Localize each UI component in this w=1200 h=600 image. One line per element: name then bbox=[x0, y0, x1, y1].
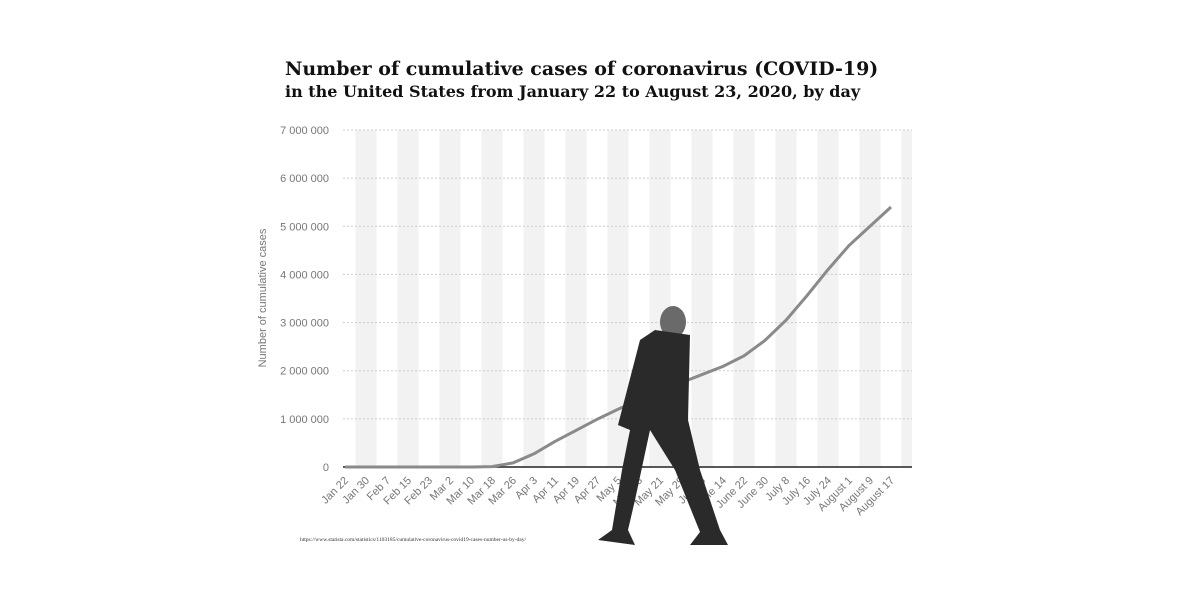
stripe bbox=[691, 130, 713, 467]
person-silhouette bbox=[598, 306, 728, 545]
stripe bbox=[565, 130, 587, 467]
chart-subtitle: in the United States from January 22 to … bbox=[285, 82, 861, 101]
y-axis-label: Number of cumulative cases bbox=[257, 228, 269, 367]
stripe bbox=[397, 130, 419, 467]
plot-area: 0 1 000 000 2 000 000 3 000 000 4 000 000 5 0… bbox=[280, 125, 912, 518]
stripe bbox=[481, 130, 503, 467]
chart-title: Number of cumulative cases of coronaviru… bbox=[285, 58, 878, 80]
stripe bbox=[523, 130, 545, 467]
y-tick-label: 1 000 000 bbox=[280, 414, 329, 426]
y-tick-label: 0 bbox=[323, 462, 329, 474]
y-tick-label: 6 000 000 bbox=[280, 173, 329, 185]
stripe bbox=[859, 130, 881, 467]
stripe bbox=[607, 130, 629, 467]
y-tick-label: 4 000 000 bbox=[280, 269, 329, 281]
stripe bbox=[733, 130, 755, 467]
y-tick-label: 2 000 000 bbox=[280, 366, 329, 378]
line bbox=[345, 205, 893, 469]
stripe bbox=[355, 130, 377, 467]
stripe bbox=[775, 130, 797, 467]
y-tick-label: 7 000 000 bbox=[280, 125, 329, 137]
stripe bbox=[439, 130, 461, 467]
y-tick-label: 5 000 000 bbox=[280, 221, 329, 233]
stripe bbox=[817, 130, 839, 467]
source: https://www.statista.com/statistics/1103… bbox=[300, 537, 526, 543]
stripe bbox=[901, 130, 912, 467]
y-tick-label: 3 000 000 bbox=[280, 318, 329, 330]
